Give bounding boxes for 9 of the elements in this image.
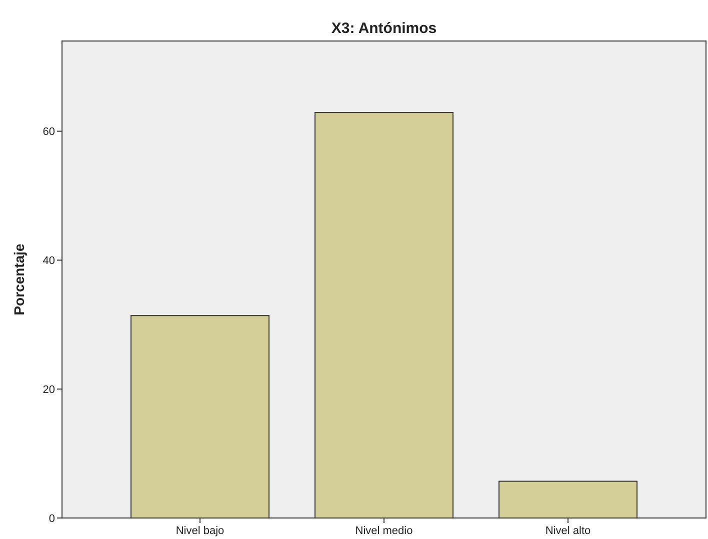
y-tick-label: 0: [48, 512, 55, 525]
y-tick-label: 20: [42, 384, 55, 396]
chart-title: X3: Antónimos: [331, 20, 437, 37]
x-tick-label: Nivel alto: [545, 525, 591, 537]
y-tick-label: 40: [42, 255, 55, 268]
y-axis-title: Porcentaje: [11, 243, 27, 316]
x-tick-label: Nivel bajo: [176, 525, 224, 537]
y-tick-label: 60: [42, 126, 55, 138]
x-tick-label: Nivel medio: [355, 525, 413, 537]
